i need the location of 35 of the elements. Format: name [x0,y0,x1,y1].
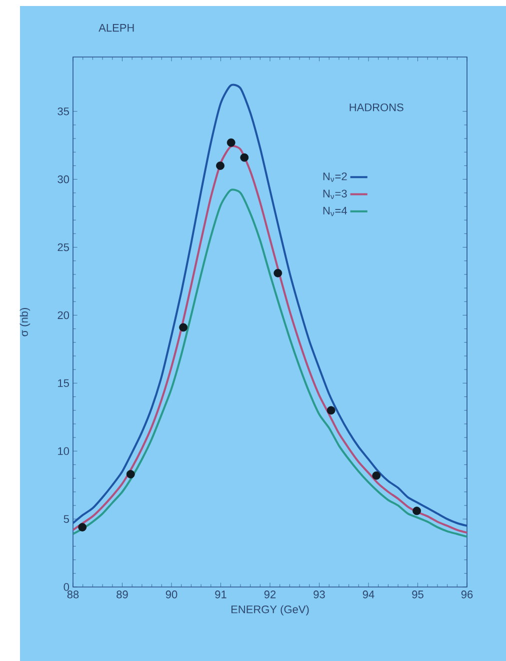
point [372,471,381,480]
legend-label: N$_{ν}$=2 [323,172,347,182]
x-tick-label: 93 [314,590,325,598]
point [412,506,421,516]
line-series [73,84,467,527]
point [216,162,224,170]
x-tick-label: 94 [362,590,374,598]
x-tick-label: 89 [116,590,128,598]
y-axis-title: σ (nb) [20,308,30,336]
legend-label: N$_{ν}$=3 [323,190,347,200]
y-tick-label: 30 [58,175,70,184]
point [78,523,87,532]
x-axis-title: ENERGY (GeV) [231,605,309,616]
y-tick-label: 25 [58,243,69,252]
x-tick-label: 91 [215,590,226,598]
y-tick-label: 5 [64,515,69,523]
y-tick-label: 10 [58,447,70,455]
point [326,406,336,415]
point [226,138,236,147]
x-tick-label: 90 [166,590,178,598]
annotation: HADRONS [350,103,404,112]
point [274,268,282,278]
y-tick-label: 20 [58,311,70,320]
y-tick-label: 0 [64,583,70,591]
x-tick-label: 92 [264,590,276,598]
x-tick-label: 96 [461,590,473,598]
x-tick-label: 95 [412,590,424,598]
y-tick-label: 15 [58,379,69,387]
point [126,470,135,478]
x-tick-label: 88 [67,590,79,598]
chart-title: ALEPH [98,24,134,32]
point [179,323,188,332]
point [240,153,249,162]
legend-label: N$_{ν}$=4 [323,206,347,216]
y-tick-label: 35 [58,107,69,116]
